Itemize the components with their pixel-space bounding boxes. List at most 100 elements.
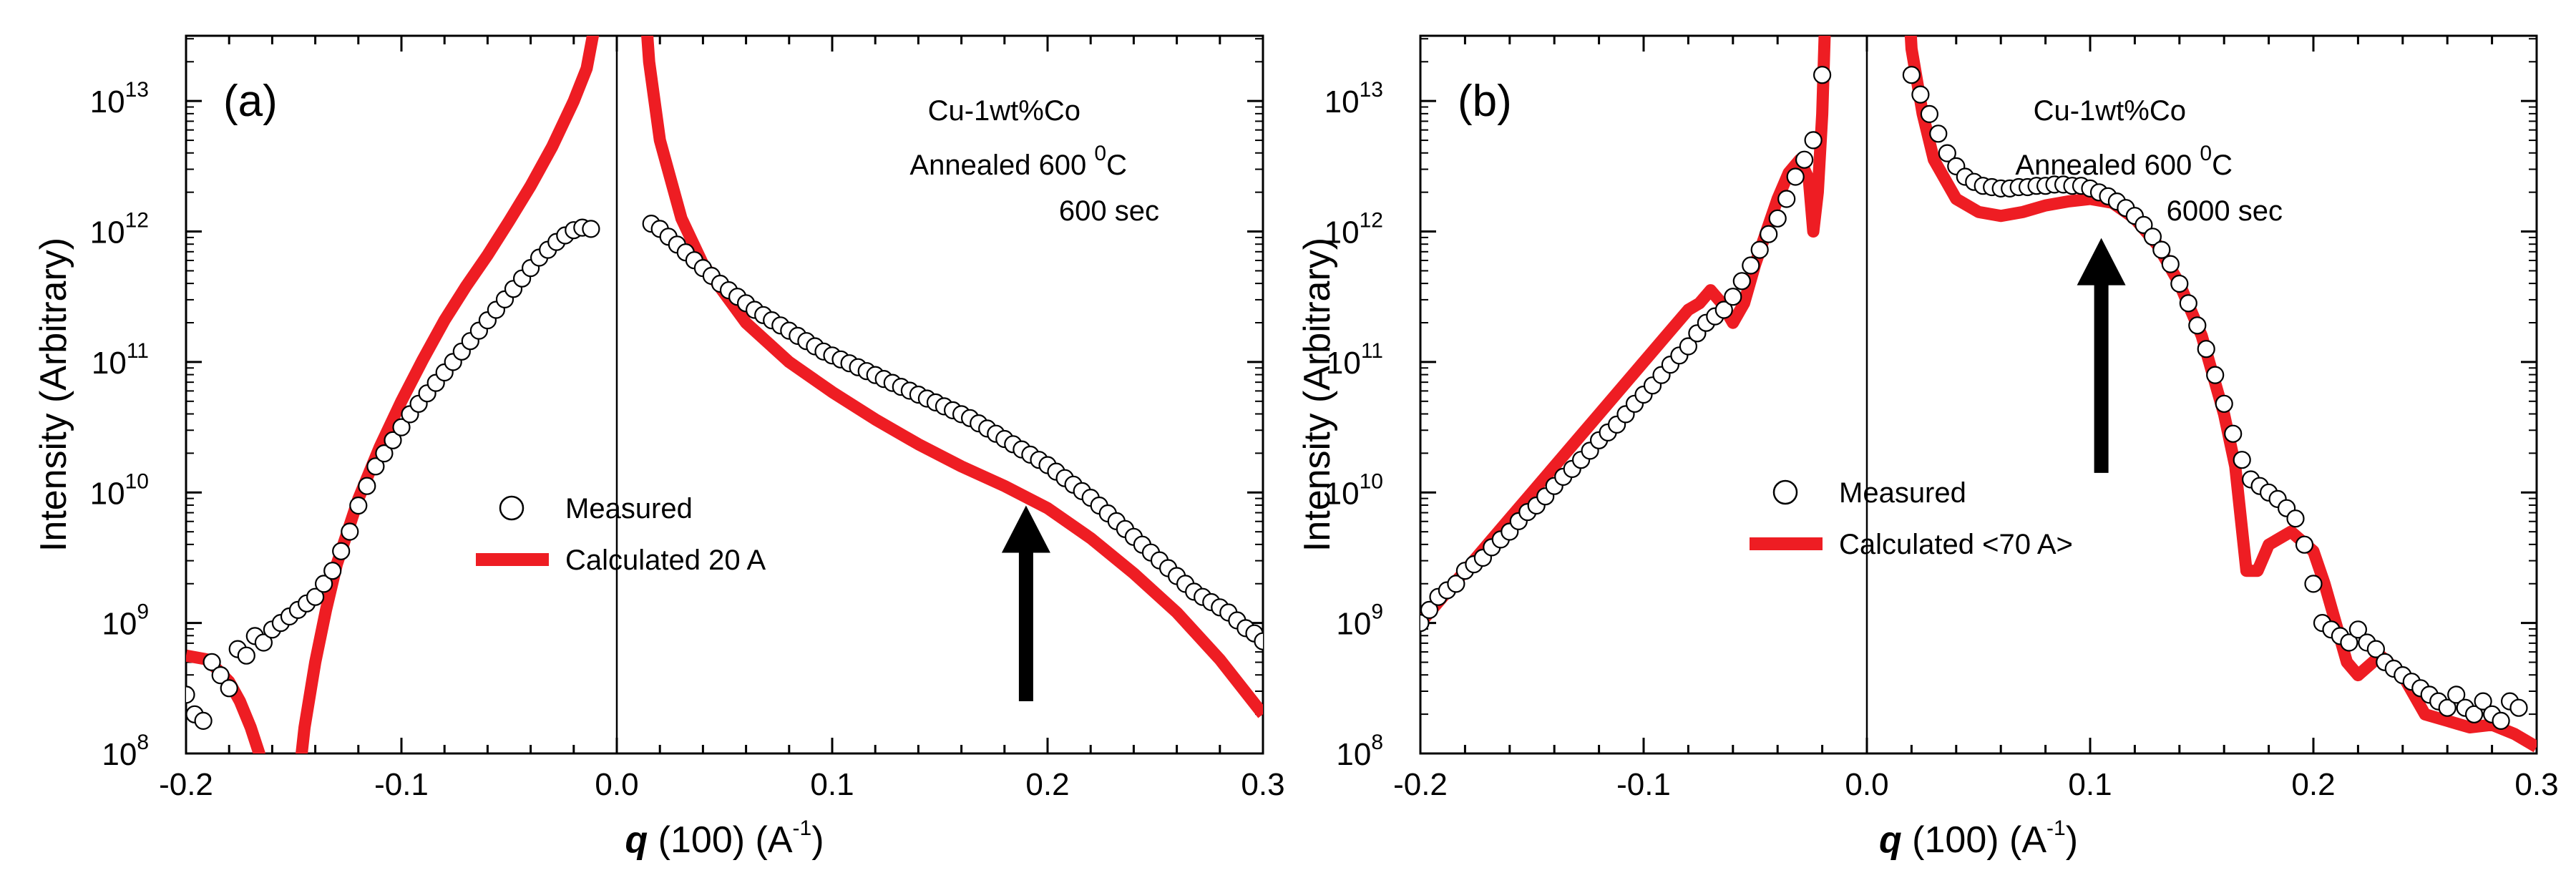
x-tick-label: 0.1 <box>810 767 854 802</box>
legend: Measured Calculated 20 A <box>476 493 766 576</box>
measured-point <box>2179 294 2197 313</box>
measured-point <box>2438 698 2457 717</box>
annotation-anneal-text: Annealed 600 <box>909 150 1094 181</box>
measured-point <box>1920 104 1938 123</box>
y-tick-exponent: 8 <box>137 731 149 754</box>
y-tick-label: 1011 <box>1326 339 1383 381</box>
measured-point <box>2161 255 2180 273</box>
legend-measured-label: Measured <box>1839 477 1966 509</box>
measured-point <box>366 457 385 476</box>
panel-label: (a) <box>223 77 278 126</box>
y-tick-exponent: 8 <box>1371 731 1383 754</box>
annotation-degree: 0 <box>1094 142 1106 165</box>
panel-label: (b) <box>1458 77 1512 126</box>
x-tick-label: 0.3 <box>2514 767 2558 802</box>
plot-frame <box>1419 34 2538 755</box>
y-tick-exponent: 11 <box>127 339 149 363</box>
x-tick-label: -0.2 <box>1393 767 1448 802</box>
measured-point <box>2447 685 2466 704</box>
data-layer <box>1420 36 2537 753</box>
measured-point <box>1786 167 1805 186</box>
annotation-unit: C <box>2212 150 2233 181</box>
y-tick-label: 108 <box>102 731 149 772</box>
x-axis-label-sup: -1 <box>2046 816 2066 840</box>
annotation-anneal-text: Annealed 600 <box>2015 150 2200 181</box>
measured-point <box>384 431 402 449</box>
measured-point <box>1742 256 1760 275</box>
y-tick-base: 10 <box>90 215 125 250</box>
measured-point <box>2170 274 2189 293</box>
measured-point <box>332 542 351 560</box>
y-tick-label: 1013 <box>1324 78 1383 119</box>
legend-measured-marker <box>1772 479 1798 505</box>
measured-point <box>1732 272 1751 291</box>
x-tick-label: -0.2 <box>159 767 213 802</box>
x-axis-label-text: (100) (A <box>1902 819 2047 861</box>
x-tick-label: 0.2 <box>1025 767 1069 802</box>
measured-point <box>203 653 221 671</box>
measured-point <box>582 220 600 238</box>
x-tick-label: -0.1 <box>1616 767 1671 802</box>
measured-point <box>1750 240 1769 259</box>
data-layer <box>186 36 1263 753</box>
measured-point <box>211 665 230 685</box>
y-tick-exponent: 9 <box>1371 600 1383 624</box>
measured-point <box>2215 394 2233 413</box>
measured-point <box>2143 228 2162 246</box>
y-tick-label: 108 <box>1336 731 1383 772</box>
y-tick-base: 10 <box>1336 737 1371 772</box>
measured-point <box>341 522 359 541</box>
measured-point <box>2233 451 2251 469</box>
y-tick-exponent: 9 <box>137 600 149 624</box>
x-axis-label: q (100) (A-1) <box>1879 816 2078 861</box>
y-tick-base: 10 <box>1324 84 1360 119</box>
y-tick-exponent: 10 <box>1360 469 1383 493</box>
y-tick-exponent: 11 <box>1361 339 1383 363</box>
measured-point <box>186 685 195 704</box>
measured-point <box>1724 288 1742 306</box>
legend-measured-label: Measured <box>565 493 693 524</box>
x-tick-label: 0.0 <box>1845 767 1888 802</box>
y-tick-base: 10 <box>1324 215 1360 250</box>
measured-point <box>1447 575 1465 593</box>
measured-point <box>2197 340 2215 358</box>
plot-frame <box>185 34 1264 755</box>
annotation-unit: C <box>1106 150 1127 181</box>
calculated-line <box>1420 36 2537 753</box>
x-tick-label: 0.1 <box>2068 767 2112 802</box>
measured-point <box>1804 131 1823 150</box>
measured-point <box>358 477 376 495</box>
x-tick-label: -0.1 <box>374 767 429 802</box>
measured-point <box>237 646 255 665</box>
y-tick-label: 1012 <box>90 209 149 250</box>
y-tick-exponent: 10 <box>125 469 149 493</box>
measured-point <box>2224 424 2243 443</box>
measured-point <box>194 711 213 731</box>
y-tick-exponent: 12 <box>1360 209 1383 233</box>
measured-point <box>2188 316 2207 335</box>
y-tick-label: 1013 <box>90 78 149 119</box>
arrow-head <box>1001 505 1050 553</box>
x-axis-label: q (100) (A-1) <box>625 816 824 861</box>
y-tick-base: 10 <box>1324 476 1360 511</box>
measured-point <box>2295 535 2314 554</box>
measured-point <box>2492 711 2510 731</box>
y-tick-base: 10 <box>102 737 137 772</box>
annotation-time: 600 sec <box>1059 195 1159 227</box>
x-axis-label-sup: -1 <box>793 816 812 840</box>
y-tick-base: 10 <box>1326 346 1361 381</box>
legend-calculated-label: Calculated 20 A <box>565 545 766 576</box>
y-tick-base: 10 <box>1336 607 1371 642</box>
measured-point <box>1929 125 1948 143</box>
arrow-head <box>2077 238 2126 286</box>
x-axis-label-close: ) <box>2066 819 2078 861</box>
measured-point <box>1420 600 1439 619</box>
y-tick-exponent: 13 <box>125 78 149 102</box>
y-tick-label: 109 <box>102 600 149 642</box>
y-tick-label: 1012 <box>1324 209 1383 250</box>
x-axis-label-var: q <box>1879 819 1902 861</box>
y-tick-exponent: 13 <box>1360 78 1383 102</box>
y-tick-base: 10 <box>90 476 125 511</box>
measured-point <box>1911 85 1930 104</box>
